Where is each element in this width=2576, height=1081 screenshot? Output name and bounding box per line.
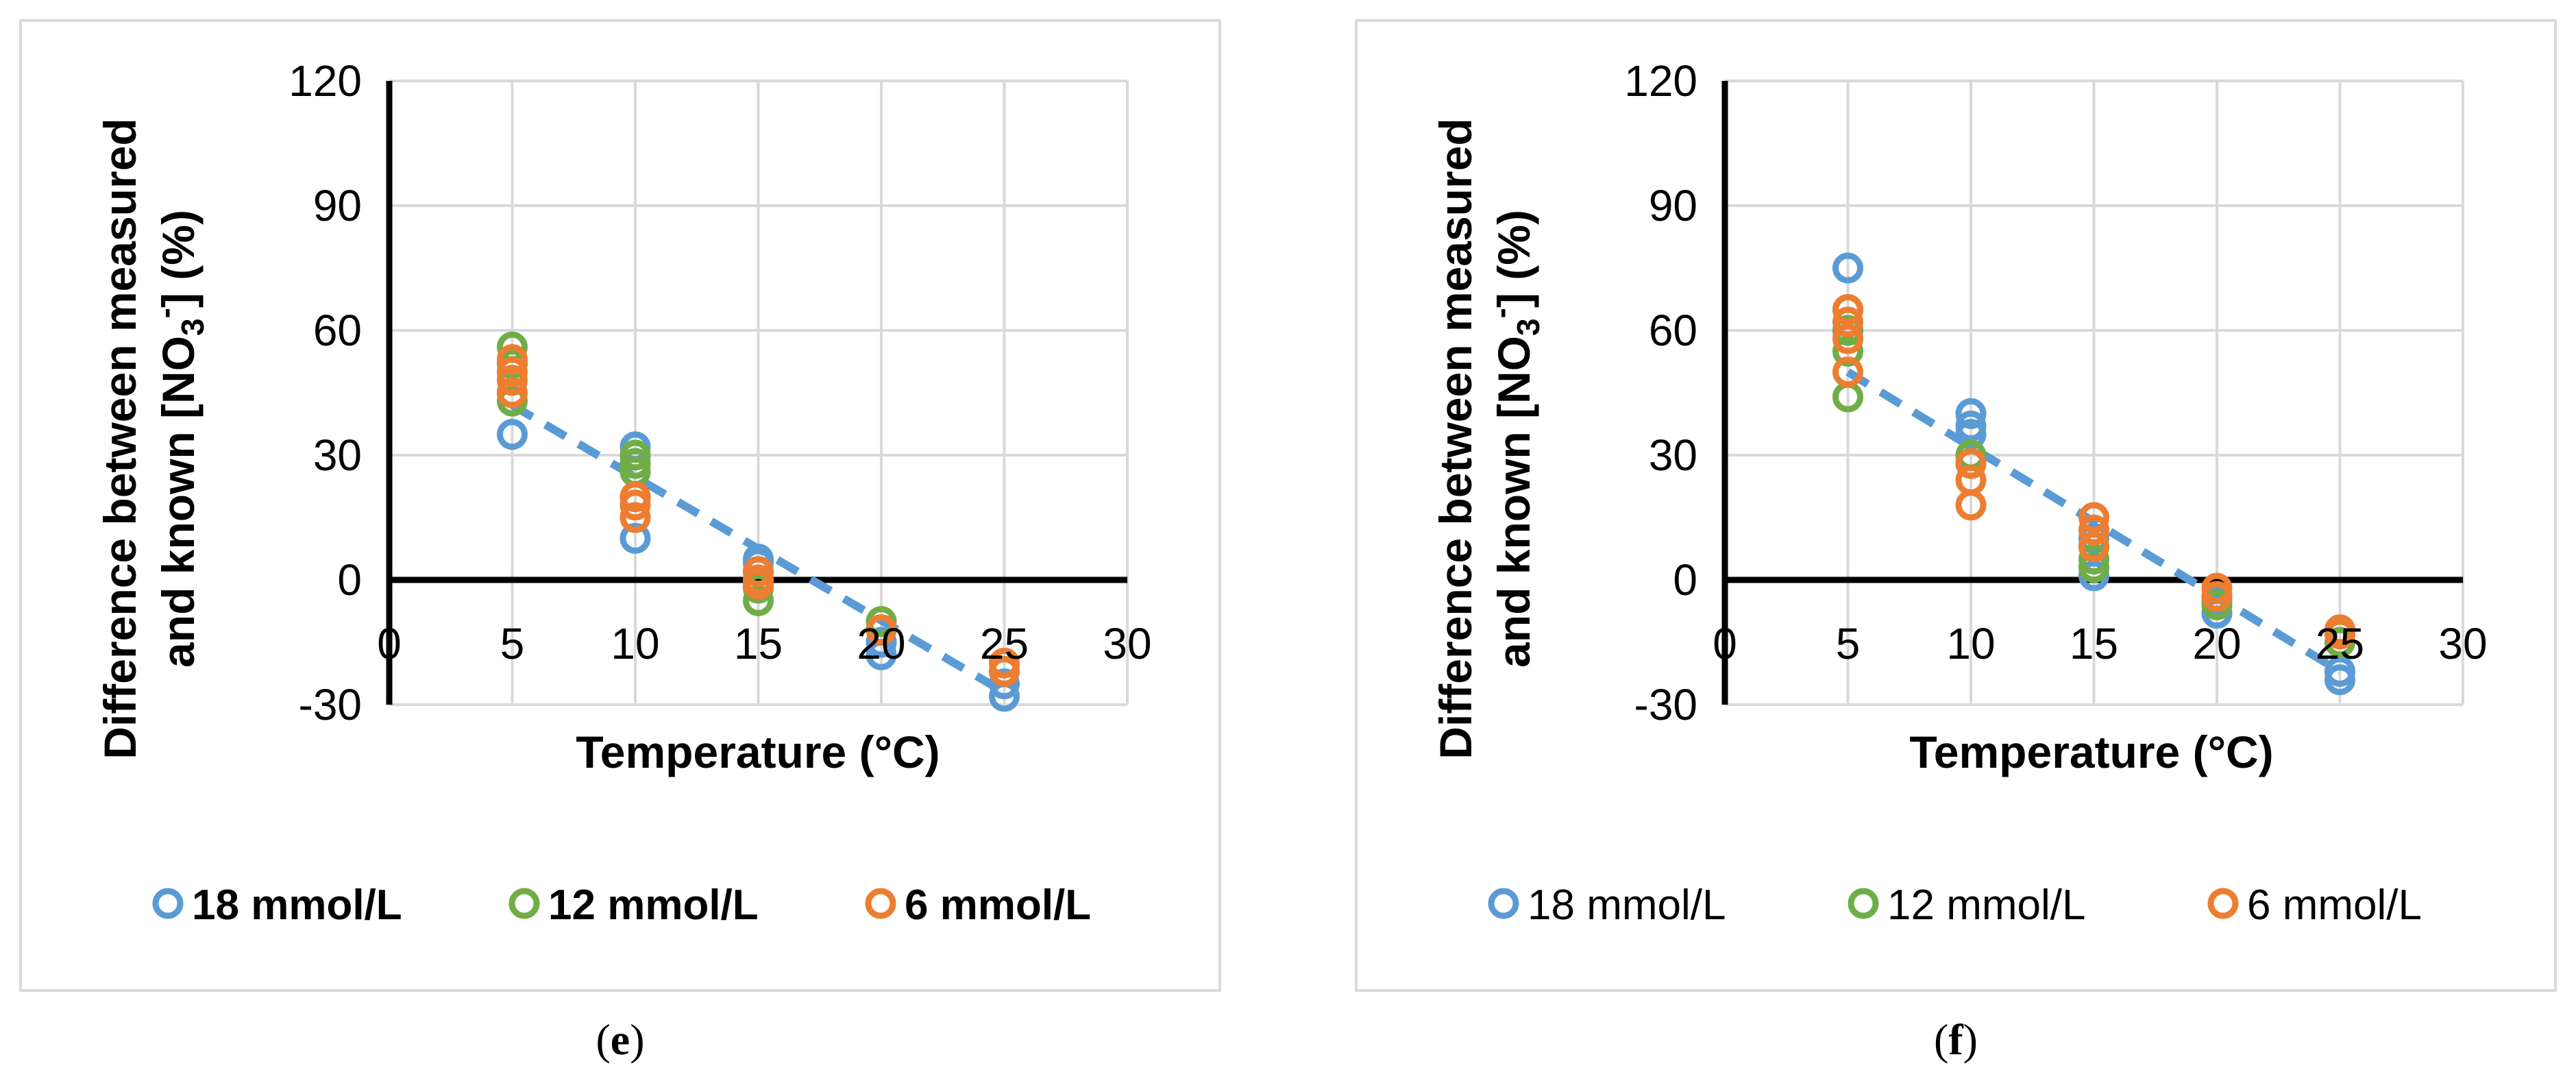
- y-axis-title-line1: Difference between measured: [95, 118, 145, 759]
- data-point-series-2: [1955, 448, 1987, 479]
- y-tick-label: 120: [289, 56, 362, 106]
- data-point-series-0: [1955, 419, 1987, 450]
- x-tick-label: 10: [611, 619, 659, 668]
- data-point-series-2: [1832, 294, 1863, 326]
- x-tick-label: 30: [2438, 619, 2487, 668]
- data-point-series-1: [743, 585, 774, 616]
- data-point-series-2: [1955, 489, 1987, 521]
- y-tick-label: 0: [1673, 555, 1697, 605]
- legend: 18 mmol/L 12 mmol/L 6 mmol/L: [1488, 882, 2422, 929]
- legend-marker: [2207, 888, 2239, 919]
- data-point-series-2: [2078, 531, 2109, 562]
- data-point-series-2: [620, 489, 651, 521]
- legend-marker: [1488, 888, 1519, 919]
- data-point-series-2: [866, 614, 897, 646]
- x-tick-label: 5: [1836, 619, 1861, 668]
- data-point-series-1: [2078, 552, 2109, 583]
- data-point-series-2: [1832, 356, 1863, 388]
- data-point-series-2: [743, 568, 774, 600]
- data-point-series-2: [1832, 323, 1863, 354]
- x-tick-label: 20: [857, 619, 905, 668]
- data-point-series-2: [497, 365, 528, 396]
- x-tick-label: 20: [2192, 619, 2241, 668]
- x-tick-label: 0: [377, 619, 402, 668]
- chart-panel-f: 120 90 60 30 0 -30 0 5 10 15 20 25 30 Temperature (…: [1355, 19, 2557, 992]
- y-tick-label: 60: [313, 306, 362, 355]
- legend-marker: [865, 888, 896, 919]
- data-point-series-0: [1832, 252, 1863, 284]
- x-tick-label: 25: [2316, 619, 2364, 668]
- y-axis-title-line2: and known [NO3-] (%): [1483, 210, 1546, 668]
- y-tick-label: 90: [1649, 181, 1697, 230]
- legend-label: 18 mmol/L: [192, 882, 402, 929]
- legend-label: 6 mmol/L: [905, 882, 1091, 929]
- y-tick-label: 120: [1624, 56, 1697, 106]
- data-point-series-0: [2324, 664, 2355, 696]
- data-point-series-0: [1955, 398, 1987, 429]
- y-axis-title-line1: Difference between measured: [1430, 118, 1481, 759]
- x-tick-label: 5: [500, 619, 525, 668]
- x-tick-label: 15: [2070, 619, 2118, 668]
- x-axis-title: Temperature (°C): [1909, 727, 2273, 777]
- y-tick-label: 90: [313, 181, 362, 230]
- legend-label: 18 mmol/L: [1528, 882, 1726, 929]
- data-point-series-2: [620, 502, 651, 533]
- y-tick-label: -30: [1634, 680, 1698, 729]
- data-point-series-2: [989, 655, 1020, 687]
- data-point-series-1: [1832, 335, 1863, 367]
- data-point-series-2: [2078, 502, 2109, 533]
- data-point-series-2: [2201, 581, 2233, 612]
- x-tick-label: 0: [1713, 619, 1737, 668]
- y-tick-label: 60: [1649, 306, 1697, 355]
- data-point-series-0: [989, 668, 1020, 700]
- x-tick-label: 10: [1946, 619, 1995, 668]
- data-point-series-2: [2324, 618, 2355, 650]
- chart-panel-e: 120 90 60 30 0 -30 0 5 10 15 20 25 30 Temperature (…: [19, 19, 1221, 992]
- y-tick-label: -30: [299, 680, 363, 729]
- y-tick-label: 30: [1649, 430, 1697, 480]
- x-tick-label: 15: [734, 619, 783, 668]
- x-tick-label: 25: [980, 619, 1029, 668]
- legend-marker: [1848, 888, 1879, 919]
- y-tick-label: 30: [313, 430, 362, 480]
- legend-label: 12 mmol/L: [1887, 882, 2085, 929]
- legend-marker: [152, 888, 184, 919]
- data-point-series-2: [497, 377, 528, 409]
- x-axis-title: Temperature (°C): [576, 727, 940, 777]
- data-point-series-2: [2078, 514, 2109, 546]
- trendline: [1845, 368, 2342, 675]
- data-point-series-0: [497, 419, 528, 450]
- data-point-series-2: [1832, 306, 1863, 338]
- legend-label: 6 mmol/L: [2247, 882, 2422, 929]
- panel-caption-f: (f): [1934, 1015, 1978, 1064]
- x-tick-label: 30: [1103, 619, 1151, 668]
- data-point-series-0: [620, 522, 651, 554]
- data-point-series-0: [866, 627, 897, 658]
- legend-label: 12 mmol/L: [548, 882, 759, 929]
- y-axis-title-line2: and known [NO3-] (%): [147, 210, 210, 668]
- panel-caption-e: (e): [596, 1015, 644, 1064]
- legend-marker: [508, 888, 540, 919]
- legend: 18 mmol/L 12 mmol/L 6 mmol/L: [152, 882, 1091, 929]
- data-point-series-2: [497, 343, 528, 375]
- y-tick-label: 0: [337, 555, 362, 605]
